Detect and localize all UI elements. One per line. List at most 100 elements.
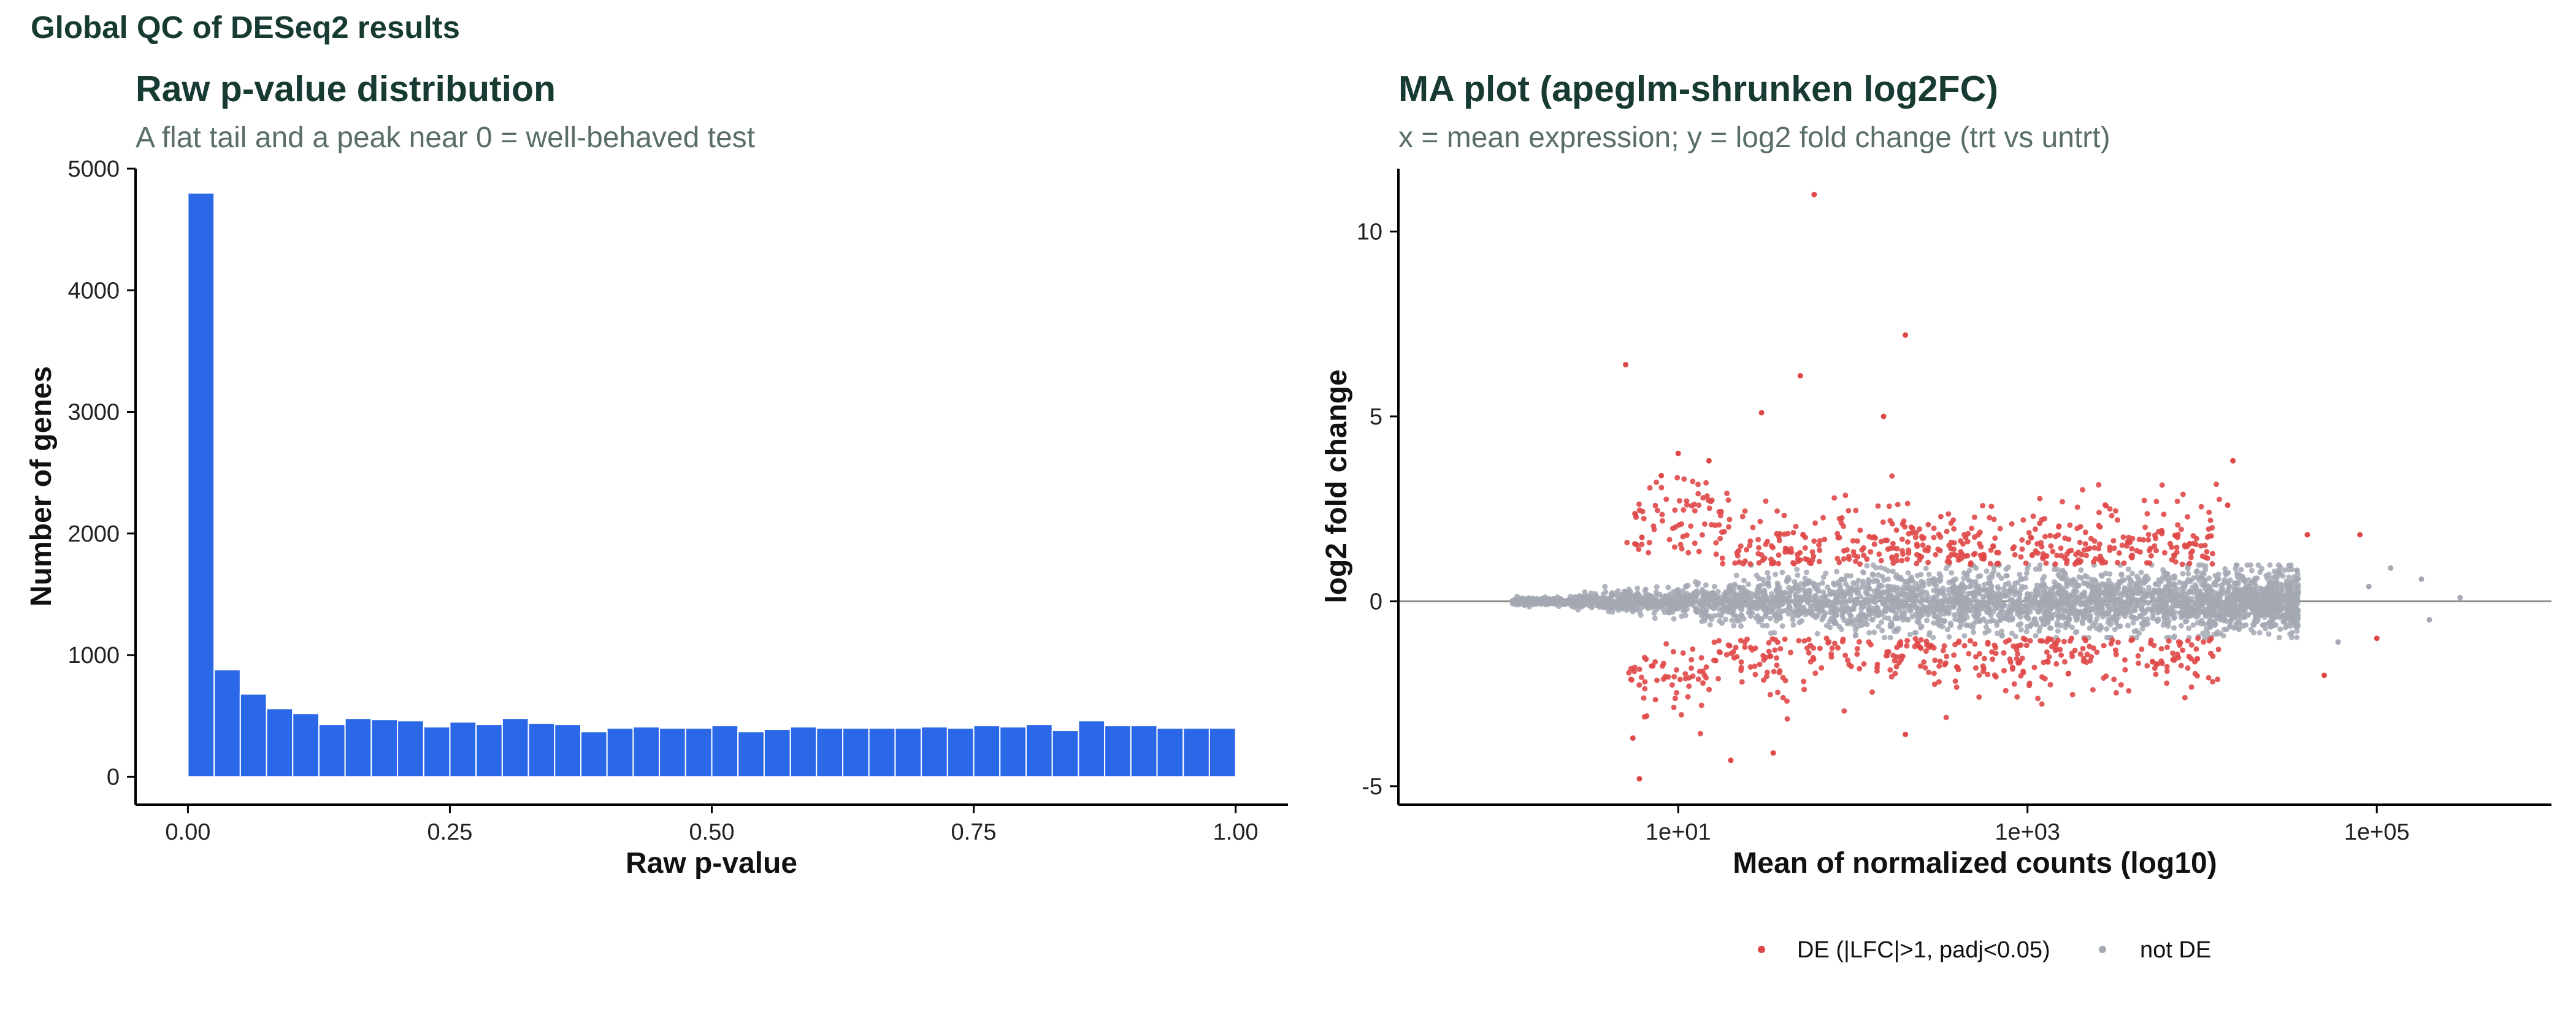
- histogram-x-axis-label: Raw p-value: [626, 847, 797, 880]
- ma-point-not-de: [1926, 581, 1932, 587]
- ma-point-not-de: [2151, 603, 2157, 609]
- ma-point-not-de: [1842, 581, 1849, 587]
- ma-point-not-de: [2366, 583, 2372, 589]
- ma-point-de: [1864, 556, 1870, 562]
- ma-point-de: [1690, 646, 1696, 652]
- ma-point-de: [1919, 554, 1925, 560]
- ma-point-not-de: [2007, 597, 2014, 603]
- ma-point-not-de: [2130, 615, 2136, 621]
- ma-point-not-de: [2115, 606, 2121, 612]
- ma-point-de: [1903, 731, 1909, 737]
- ma-point-de: [1819, 665, 1825, 671]
- ma-point-de: [2210, 551, 2216, 557]
- ma-point-not-de: [2007, 587, 2013, 593]
- ma-point-not-de: [1943, 598, 1949, 604]
- ma-point-de: [2159, 482, 2165, 488]
- ma-point-de: [1871, 534, 1877, 540]
- ma-point-not-de: [2227, 577, 2233, 583]
- ma-point-not-de: [1801, 594, 1807, 600]
- ma-point-not-de: [1791, 585, 1797, 591]
- histogram-x-tick-label: 0.75: [951, 819, 997, 845]
- ma-point-de: [1646, 550, 1652, 556]
- ma-point-not-de: [2085, 583, 2091, 589]
- histogram-bar: [1078, 720, 1106, 778]
- ma-point-de: [1681, 507, 1687, 513]
- ma-point-de: [2180, 647, 2186, 653]
- ma-point-not-de: [1779, 569, 1785, 575]
- ma-point-de: [2206, 533, 2212, 539]
- ma-point-de: [1980, 669, 1987, 675]
- ma-point-not-de: [1766, 575, 1772, 581]
- ma-point-not-de: [1947, 620, 1953, 626]
- ma-point-not-de: [2225, 587, 2231, 593]
- ma-point-not-de: [2057, 613, 2063, 619]
- ma-point-not-de: [1775, 592, 1781, 598]
- ma-point-not-de: [2166, 578, 2172, 585]
- ma-point-not-de: [1593, 602, 1600, 608]
- ma-point-not-de: [1898, 577, 1904, 583]
- ma-point-not-de: [1972, 591, 1979, 597]
- ma-point-not-de: [2195, 574, 2201, 580]
- ma-point-de: [1670, 649, 1676, 655]
- ma-point-de: [2152, 543, 2158, 549]
- ma-point-de: [1997, 526, 2003, 532]
- ma-point-not-de: [1733, 604, 1739, 610]
- ma-point-not-de: [1935, 605, 1941, 611]
- ma-point-not-de: [2183, 611, 2190, 618]
- ma-point-de: [1923, 642, 1930, 648]
- ma-point-de: [1899, 536, 1905, 542]
- ma-point-not-de: [1866, 586, 1873, 592]
- ma-point-not-de: [2250, 607, 2256, 613]
- ma-point-not-de: [1660, 600, 1666, 607]
- ma-point-not-de: [2223, 611, 2229, 617]
- ma-point-de: [1817, 547, 1823, 553]
- ma-point-not-de: [2134, 582, 2140, 588]
- ma-point-de: [2188, 554, 2194, 561]
- ma-point-de: [2193, 646, 2199, 652]
- ma-point-not-de: [1797, 600, 1803, 606]
- ma-point-not-de: [2203, 591, 2209, 597]
- ma-point-not-de: [2286, 567, 2292, 573]
- ma-point-not-de: [2202, 634, 2208, 640]
- ma-point-not-de: [1939, 624, 1945, 630]
- ma-point-not-de: [2156, 577, 2162, 583]
- ma-point-de: [1733, 645, 1739, 651]
- ma-point-de: [1636, 507, 1643, 513]
- ma-point-de: [2048, 543, 2054, 549]
- ma-point-de: [1652, 697, 1658, 703]
- ma-point-de: [1654, 677, 1660, 683]
- ma-point-not-de: [2006, 580, 2012, 586]
- ma-point-not-de: [1945, 602, 1952, 608]
- ma-point-not-de: [2057, 583, 2063, 589]
- ma-point-not-de: [2098, 605, 2104, 611]
- histogram-bar: [239, 693, 267, 778]
- ma-point-not-de: [2226, 582, 2232, 588]
- ma-point-de: [1672, 696, 1678, 702]
- ma-point-de: [1695, 676, 1701, 682]
- ma-point-not-de: [1790, 622, 1796, 628]
- ma-point-not-de: [1902, 602, 1908, 608]
- ma-point-not-de: [1982, 581, 1988, 588]
- histogram-bar: [842, 727, 870, 778]
- histogram-bar: [527, 723, 556, 778]
- ma-point-de: [1793, 523, 1799, 529]
- ma-point-not-de: [1621, 588, 1627, 594]
- ma-point-not-de: [1803, 608, 1809, 615]
- ma-point-not-de: [2011, 602, 2017, 608]
- ma-point-not-de: [2266, 604, 2272, 610]
- ma-point-not-de: [1803, 569, 1809, 575]
- ma-point-de: [2175, 522, 2181, 528]
- ma-point-de: [1868, 549, 1874, 555]
- ma-point-de: [1674, 689, 1680, 696]
- ma-point-de: [2145, 531, 2152, 537]
- ma-point-de: [2011, 643, 2017, 650]
- ma-x-tick-label: 1e+03: [1995, 819, 2060, 845]
- ma-point-de: [1691, 501, 1697, 507]
- ma-point-de: [2155, 661, 2161, 667]
- ma-point-not-de: [1888, 600, 1894, 606]
- legend-de-swatch: [1758, 946, 1765, 953]
- ma-point-not-de: [1990, 608, 1996, 615]
- ma-point-not-de: [2233, 580, 2239, 586]
- ma-point-not-de: [2115, 623, 2122, 629]
